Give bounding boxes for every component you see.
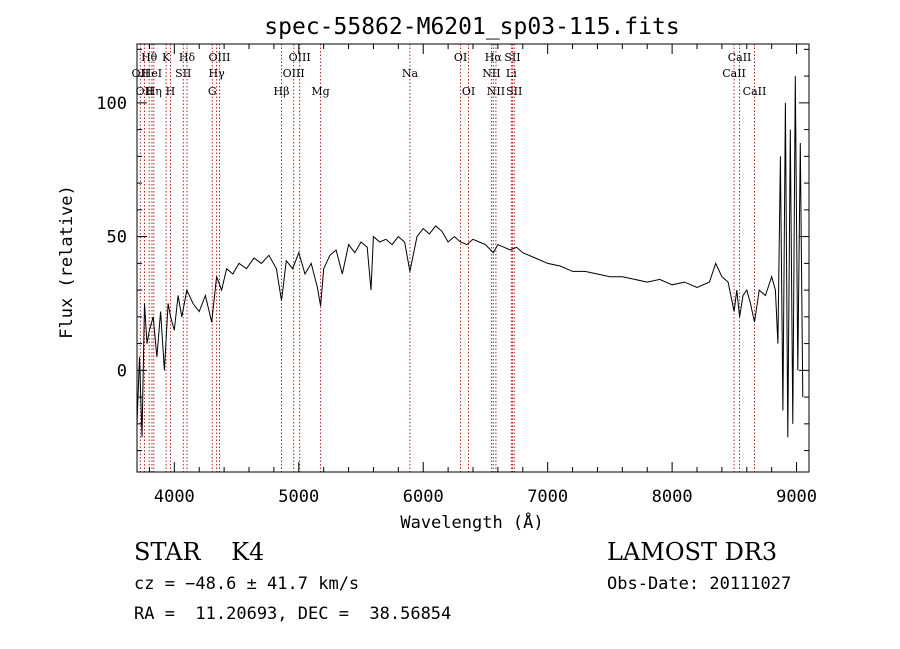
line-label-6: H <box>166 85 176 98</box>
line-label-15: Mg <box>311 85 329 98</box>
observation-date: Obs-Date: 20111027 <box>607 574 792 594</box>
line-label-25: CaII <box>728 51 752 64</box>
x-tick-label-0: 4000 <box>154 487 195 507</box>
line-label-17: OI <box>454 51 467 64</box>
line-label-12: Hβ <box>274 85 290 98</box>
redshift-info: cz = −48.6 ± 41.7 km/s <box>134 574 360 594</box>
line-label-21: NII <box>487 85 505 98</box>
line-label-22: SII <box>504 51 520 64</box>
x-axis: 4000 5000 6000 7000 8000 9000 <box>148 44 817 507</box>
line-labels: OIIHθOIIHeIHηKHSIIHδGOIIIHγHβOIIIOIIIMgN… <box>132 51 767 98</box>
x-tick-label-5: 9000 <box>776 487 817 507</box>
line-label-27: CaII <box>743 85 767 98</box>
y-tick-label-1: 50 <box>107 228 127 248</box>
line-label-20: NII <box>482 67 500 80</box>
y-axis: 0 50 100 <box>96 48 809 452</box>
line-label-3: HeI <box>142 67 162 80</box>
line-label-10: OIII <box>208 51 230 64</box>
object-class: STAR <box>134 538 201 566</box>
line-label-1: Hθ <box>141 51 158 64</box>
x-tick-label-4: 8000 <box>652 487 693 507</box>
object-subclass: K4 <box>231 538 265 566</box>
line-label-19: Hα <box>485 51 503 64</box>
coordinates-info: RA = 11.20693, DEC = 38.56854 <box>134 604 452 624</box>
y-tick-label-0: 0 <box>117 361 127 381</box>
line-label-11: Hγ <box>209 67 226 80</box>
line-label-5: K <box>162 51 171 64</box>
line-label-4: Hη <box>146 85 162 98</box>
x-tick-label-2: 6000 <box>403 487 444 507</box>
line-label-8: Hδ <box>179 51 196 64</box>
x-axis-label: Wavelength (Å) <box>400 511 543 533</box>
line-label-18: OI <box>462 85 475 98</box>
survey-name: LAMOST DR3 <box>607 538 778 566</box>
y-axis-label: Flux (relative) <box>57 185 77 339</box>
chart-title: spec-55862-M6201_sp03-115.fits <box>264 14 679 40</box>
plot-frame <box>136 43 810 473</box>
y-tick-label-2: 100 <box>96 94 127 114</box>
line-label-16: Na <box>402 67 419 80</box>
spectrum-line <box>136 76 804 438</box>
line-label-23: Li <box>506 67 517 80</box>
line-label-13: OIII <box>289 51 311 64</box>
line-label-24: SII <box>506 85 522 98</box>
x-tick-label-3: 7000 <box>527 487 568 507</box>
line-label-26: CaII <box>722 67 746 80</box>
line-label-9: G <box>208 85 217 98</box>
x-tick-label-1: 5000 <box>278 487 319 507</box>
line-label-0: OII <box>132 67 150 80</box>
line-markers <box>139 44 755 472</box>
line-label-2: OII <box>136 85 154 98</box>
line-label-7: SII <box>175 67 191 80</box>
object-class-info: STAR K4 <box>134 538 264 566</box>
line-label-14: OIII <box>283 67 305 80</box>
